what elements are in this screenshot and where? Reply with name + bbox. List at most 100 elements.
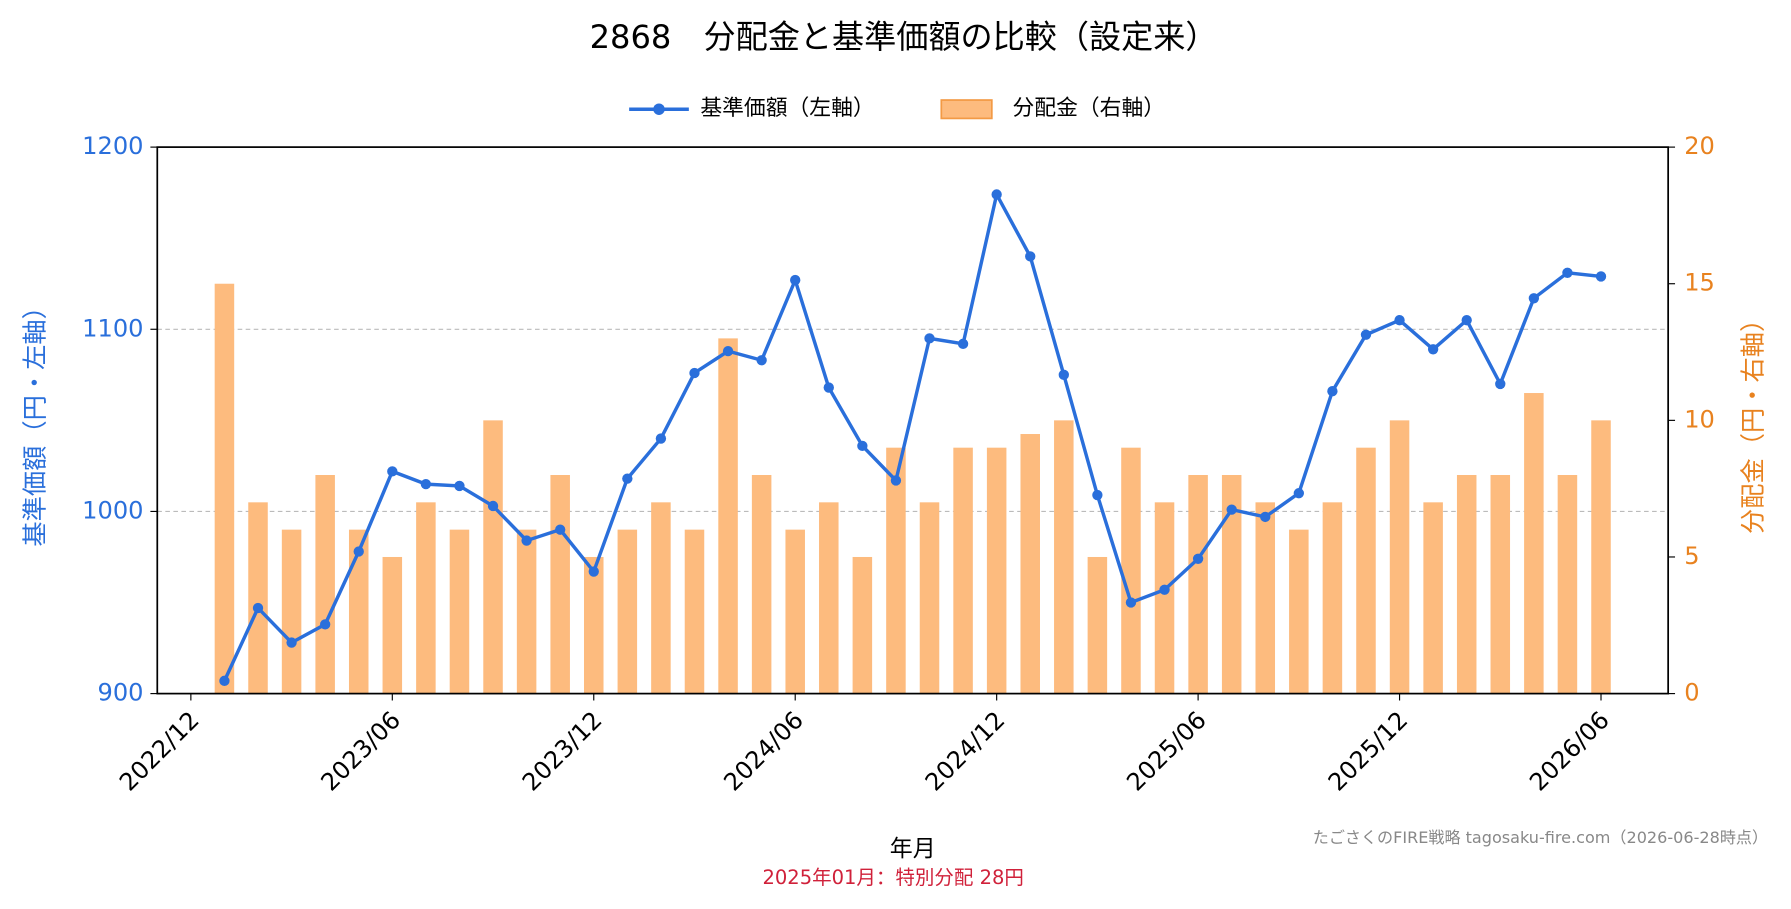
point [1461, 314, 1472, 326]
x-axis-label: 年月 [890, 836, 936, 862]
y2-tick-label: 0 [1684, 679, 1699, 707]
plot-frame [156, 146, 1670, 695]
bar [1557, 475, 1578, 694]
bar [1423, 502, 1443, 694]
bar [416, 502, 436, 694]
point [353, 546, 364, 557]
point [857, 440, 868, 452]
x-tick-label: 2022/12 [114, 706, 205, 797]
source: たごさくのFIRE戦略 tagosaku-fire.com（2026-06-28… [1313, 828, 1768, 847]
legend-marker [653, 103, 665, 115]
bar [1389, 420, 1410, 694]
bar [483, 420, 503, 694]
y-tick-label: 1100 [82, 314, 143, 342]
bar [617, 529, 638, 694]
point [1360, 329, 1372, 340]
y-tick-label: 1200 [82, 132, 143, 160]
bar [1524, 393, 1544, 694]
point [487, 500, 499, 512]
bar [986, 447, 1007, 694]
bar [1591, 420, 1611, 694]
point [1260, 511, 1271, 523]
y-tick-label: 1000 [82, 496, 143, 524]
point [823, 382, 834, 393]
point [890, 475, 902, 486]
legend-label: 基準価額（左軸） [700, 96, 874, 121]
bar [718, 338, 738, 694]
bar [852, 556, 873, 694]
point [1159, 584, 1170, 595]
bar [449, 529, 470, 694]
point [1595, 271, 1607, 282]
bar [584, 556, 604, 694]
bar [1289, 529, 1309, 694]
point [957, 338, 969, 350]
point [1025, 251, 1036, 262]
bar [550, 475, 570, 694]
point [689, 367, 700, 379]
bar [1322, 502, 1343, 694]
line [222, 189, 1602, 682]
point [219, 675, 230, 687]
bar [785, 529, 805, 694]
point [521, 535, 532, 546]
y2-axis-label: 分配金（円・右軸） [1738, 307, 1767, 534]
point [655, 433, 667, 444]
y2-tick-label: 15 [1684, 269, 1715, 297]
y2-tick-label: 10 [1684, 405, 1715, 433]
y-axis-label: 基準価額（円・左軸） [21, 294, 50, 546]
x-tick-label: 2023/06 [316, 706, 407, 797]
bar [516, 529, 537, 694]
point [722, 345, 734, 357]
point [1394, 314, 1405, 326]
bar [348, 529, 369, 694]
point [1495, 378, 1506, 390]
point [790, 274, 801, 286]
x-tick-label: 2025/06 [1121, 706, 1212, 797]
point [588, 566, 599, 577]
point [1427, 344, 1439, 355]
point [319, 619, 331, 630]
point [991, 189, 1002, 200]
bar [1020, 434, 1040, 694]
x-tick-label: 2026/06 [1524, 706, 1615, 797]
point [1226, 504, 1237, 515]
bar [1356, 447, 1376, 694]
bar [1087, 556, 1108, 694]
bar [953, 447, 973, 694]
point [924, 333, 935, 344]
y2-tick-label: 20 [1684, 132, 1715, 160]
point [454, 480, 465, 492]
point [1125, 597, 1137, 608]
bar [1188, 475, 1208, 694]
bar [1121, 447, 1141, 694]
bar [919, 502, 940, 694]
y2-tick-label: 5 [1684, 542, 1699, 570]
x-tick-label: 2024/06 [718, 706, 809, 797]
bar [1221, 475, 1242, 694]
point [1528, 293, 1540, 304]
bar [819, 502, 839, 694]
legend-swatch [940, 99, 993, 120]
point [756, 355, 767, 366]
bar [248, 502, 268, 694]
point [622, 473, 633, 484]
bar [1490, 475, 1511, 694]
bar [281, 529, 302, 694]
point [555, 524, 566, 535]
annotation: 2025年01月：特別分配 28円 [762, 866, 1023, 889]
x-tick-label: 2023/12 [517, 706, 608, 797]
bar [1054, 420, 1074, 694]
bar [684, 529, 705, 694]
y-tick-label: 900 [98, 679, 144, 707]
bar [1154, 502, 1175, 694]
bar [886, 447, 906, 694]
bar [315, 475, 335, 694]
point [252, 602, 264, 614]
point [387, 466, 398, 477]
point [420, 478, 432, 490]
point [286, 637, 297, 648]
bar [382, 556, 403, 694]
point [1327, 386, 1338, 397]
